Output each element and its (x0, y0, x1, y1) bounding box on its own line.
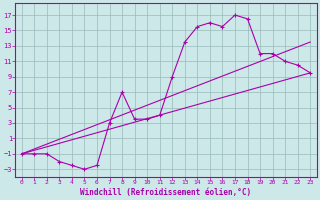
X-axis label: Windchill (Refroidissement éolien,°C): Windchill (Refroidissement éolien,°C) (80, 188, 252, 197)
